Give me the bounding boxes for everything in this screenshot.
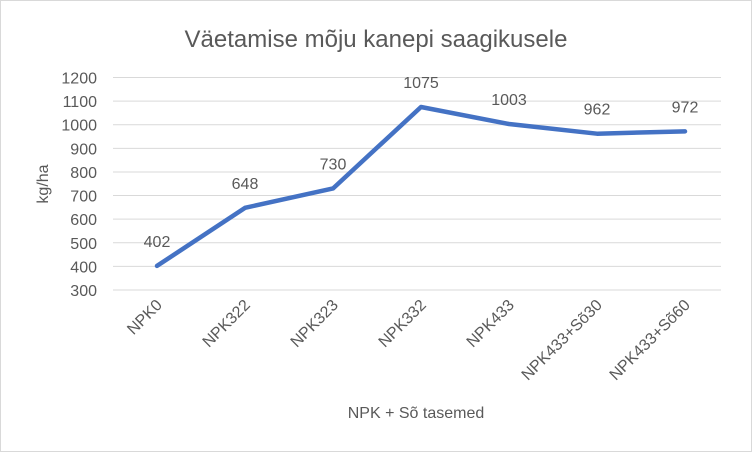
y-axis-title: kg/ha (35, 164, 52, 203)
y-tick-label: 900 (70, 141, 97, 158)
x-tick-label: NPK433+Sõ30 (519, 297, 606, 384)
y-tick-label: 1200 (61, 71, 97, 88)
data-label: 962 (584, 102, 611, 119)
x-axis-title: NPK + Sõ tasemed (348, 405, 485, 422)
y-tick-label: 400 (70, 259, 97, 276)
data-label: 1003 (491, 92, 527, 109)
y-tick-label: 500 (70, 236, 97, 253)
y-tick-label: 600 (70, 212, 97, 229)
x-tick-label: NPK433 (464, 297, 518, 351)
y-tick-label: 300 (70, 283, 97, 300)
y-tick-label: 800 (70, 165, 97, 182)
x-tick-label: NPK322 (200, 297, 254, 351)
x-tick-label: NPK332 (376, 297, 430, 351)
data-label: 1075 (403, 75, 439, 92)
y-tick-label: 1100 (63, 94, 98, 111)
x-tick-label: NPK0 (124, 297, 166, 339)
data-label: 648 (232, 176, 259, 193)
y-tick-label: 1000 (61, 118, 97, 135)
x-tick-label: NPK433+Sõ60 (607, 297, 694, 384)
chart-title: Väetamise mõju kanepi saagikusele (185, 26, 568, 53)
y-tick-label: 700 (70, 189, 97, 206)
data-label: 730 (320, 156, 347, 173)
x-tick-label: NPK323 (288, 297, 342, 351)
data-label: 402 (144, 234, 171, 251)
data-label: 972 (672, 99, 699, 116)
